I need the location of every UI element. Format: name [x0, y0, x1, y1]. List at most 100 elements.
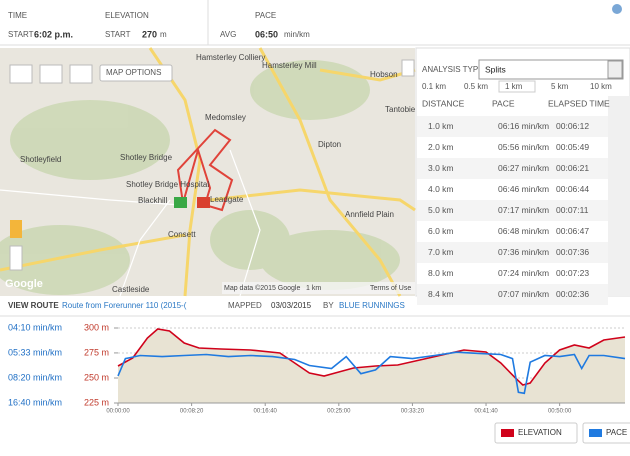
terrain: [0, 225, 130, 295]
cell: 06:46 min/km: [498, 184, 549, 194]
row: [417, 137, 608, 158]
cell: 06:27 min/km: [498, 163, 549, 173]
mapped-date: 03/03/2015: [271, 301, 312, 310]
legend-label: PACE: [606, 428, 627, 437]
y-tick-label: 225 m: [84, 397, 109, 407]
author[interactable]: BLUE RUNNINGS: [339, 301, 405, 310]
column-header: ELAPSED TIME: [548, 98, 610, 108]
chart: 225 m 250 m 275 m 300 m 16:40 min/km 08:20 mi…: [8, 322, 630, 444]
cell: 3.0 km: [428, 163, 454, 173]
x-tick-label: 00:00:00: [106, 409, 130, 415]
row: [417, 200, 608, 221]
place-label: Annfield Plain: [345, 210, 394, 219]
x-tick-label: 00:25:00: [327, 409, 351, 415]
cell: 00:06:21: [556, 163, 589, 173]
column-header: DISTANCE: [422, 98, 465, 108]
map-scale: 1 km: [306, 285, 321, 292]
cell: 06:48 min/km: [498, 226, 549, 236]
row: [417, 179, 608, 200]
road: [209, 188, 416, 212]
cell: 06:16 min/km: [498, 121, 549, 131]
end-marker[interactable]: [197, 197, 210, 208]
legend-item[interactable]: [494, 422, 578, 444]
row: [417, 158, 608, 179]
tab[interactable]: 0.5 km: [464, 82, 488, 91]
view-route-label: VIEW ROUTE: [8, 301, 59, 310]
y-tick-label: 300 m: [84, 322, 109, 332]
cell: 00:05:49: [556, 142, 589, 152]
collapse-button[interactable]: [612, 4, 622, 14]
road: [0, 233, 186, 272]
tab-active: [498, 80, 536, 93]
place-label: Leadgate: [210, 195, 244, 204]
cell: 8.0 km: [428, 268, 454, 278]
legend-item[interactable]: [582, 422, 630, 444]
label: START: [8, 30, 34, 39]
y2-tick-label: 05:33 min/km: [8, 347, 62, 357]
analysis-select[interactable]: [478, 59, 624, 80]
map-attribution: Map data ©2015 Google: [224, 284, 300, 292]
cell: 2.0 km: [428, 142, 454, 152]
attribution-bar: [222, 282, 415, 294]
by-label: BY: [323, 301, 334, 310]
cell: 4.0 km: [428, 184, 454, 194]
place-label: Shotley Bridge: [120, 153, 173, 162]
map-options-button[interactable]: [99, 64, 173, 82]
value: 270: [142, 29, 157, 39]
road: [119, 199, 171, 297]
place-label: Shotleyfield: [20, 155, 61, 164]
map-logo: Google: [5, 278, 43, 290]
legend-swatch: [589, 429, 602, 437]
x-tick-label: 00:33:20: [401, 409, 425, 415]
x-tick-label: 00:08:20: [180, 409, 204, 415]
y2-tick-label: 04:10 min/km: [8, 322, 62, 332]
cell: 05:56 min/km: [498, 142, 549, 152]
zoom-control[interactable]: [9, 245, 23, 271]
select-arrow[interactable]: [607, 60, 623, 79]
x-tick-label: 00:41:40: [474, 409, 498, 415]
legend-swatch: [501, 429, 514, 437]
terrain: [250, 60, 370, 120]
route: [176, 128, 234, 212]
map-terrain: [0, 60, 400, 295]
tab[interactable]: 0.1 km: [422, 82, 446, 91]
terrain: [10, 100, 170, 180]
tab[interactable]: 10 km: [590, 82, 612, 91]
cell: 07:36 min/km: [498, 247, 549, 257]
place-label: Hobson: [370, 70, 398, 79]
cell: 07:07 min/km: [498, 289, 549, 299]
unit: m: [160, 30, 167, 39]
route-name[interactable]: Route from Forerunner 110 (2015-(: [62, 301, 187, 310]
series-line: [117, 328, 626, 386]
minor-roads: [0, 149, 261, 297]
map-terms[interactable]: Terms of Use: [370, 285, 411, 292]
value: 6:02 p.m.: [34, 29, 73, 39]
series-line: [117, 351, 626, 395]
cell: 07:24 min/km: [498, 268, 549, 278]
analysis-type: Splits: [485, 64, 506, 74]
start-marker[interactable]: [174, 197, 187, 208]
3d-button[interactable]: [39, 64, 63, 84]
place-label: Hamsterley Colliery: [196, 53, 265, 62]
terrain: [260, 230, 400, 290]
cell: 00:06:44: [556, 184, 589, 194]
street-view[interactable]: [10, 220, 22, 238]
road: [229, 149, 261, 297]
panel-toggle[interactable]: [401, 59, 415, 77]
place-label: Consett: [168, 230, 196, 239]
cell: 5.0 km: [428, 205, 454, 215]
cell: 8.4 km: [428, 289, 454, 299]
cell: 00:07:11: [556, 205, 589, 215]
cell: 00:06:47: [556, 226, 589, 236]
tab[interactable]: 1 km: [505, 82, 523, 91]
fullscreen-button[interactable]: [9, 64, 33, 84]
place-label: Hamsterley Mill: [262, 61, 317, 70]
cell: 6.0 km: [428, 226, 454, 236]
tab[interactable]: 5 km: [551, 82, 569, 91]
scrollbar[interactable]: [608, 96, 630, 296]
x-tick-label: 00:50:00: [548, 409, 572, 415]
cell: 1.0 km: [428, 121, 454, 131]
map-options-label: MAP OPTIONS: [106, 68, 161, 77]
replay-button[interactable]: [69, 64, 93, 84]
cell: 00:02:36: [556, 289, 589, 299]
